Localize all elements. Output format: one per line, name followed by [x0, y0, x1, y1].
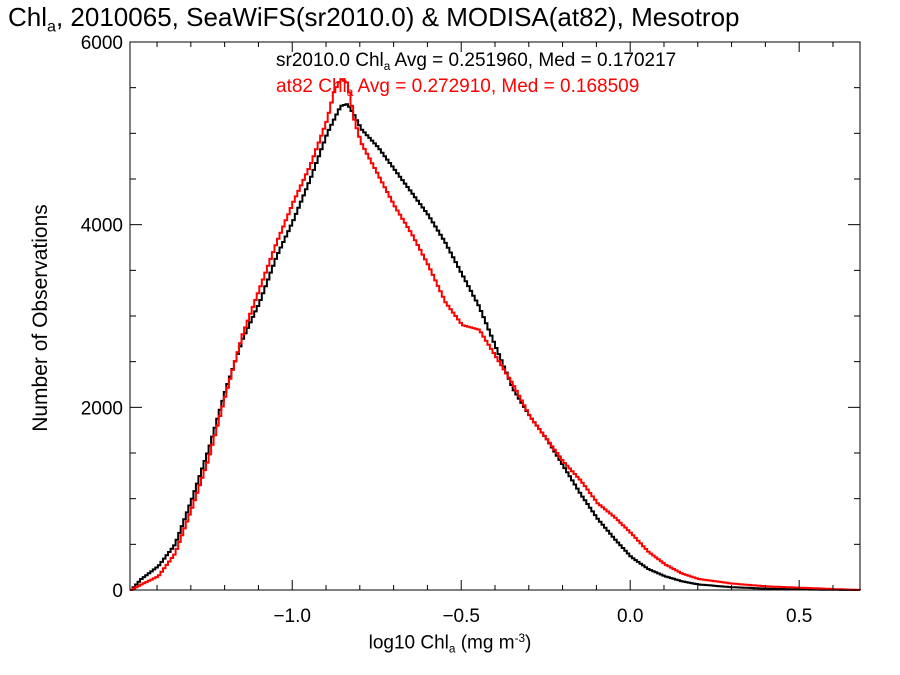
y-tick-label: 6000	[81, 33, 123, 54]
y-axis-label: Number of Observations	[29, 204, 52, 432]
ticks-layer: −1.0 −0.5 0.0 0.5 0 2000 4000 6000	[81, 33, 860, 627]
y-tick-label: 2000	[81, 398, 123, 419]
y-tick-label: 0	[112, 581, 123, 602]
x-tick-label: −1.0	[273, 606, 311, 627]
legend-entry-red: at82 Chla Avg = 0.272910, Med = 0.168509	[276, 76, 640, 100]
x-axis-label: log10 Chla (mg m-3)	[368, 632, 532, 656]
x-tick-label: 0.5	[786, 606, 812, 627]
series-layer	[130, 78, 861, 591]
plot-frame	[129, 41, 861, 591]
x-tick-label: 0.0	[617, 606, 643, 627]
x-tick-label: −0.5	[442, 606, 480, 627]
series-line-red	[130, 78, 861, 591]
legend-entry-black: sr2010.0 Chla Avg = 0.251960, Med = 0.17…	[276, 50, 677, 74]
y-tick-label: 4000	[81, 216, 123, 237]
chart-title: Chla, 2010065, SeaWiFS(sr2010.0) & MODIS…	[8, 2, 740, 36]
